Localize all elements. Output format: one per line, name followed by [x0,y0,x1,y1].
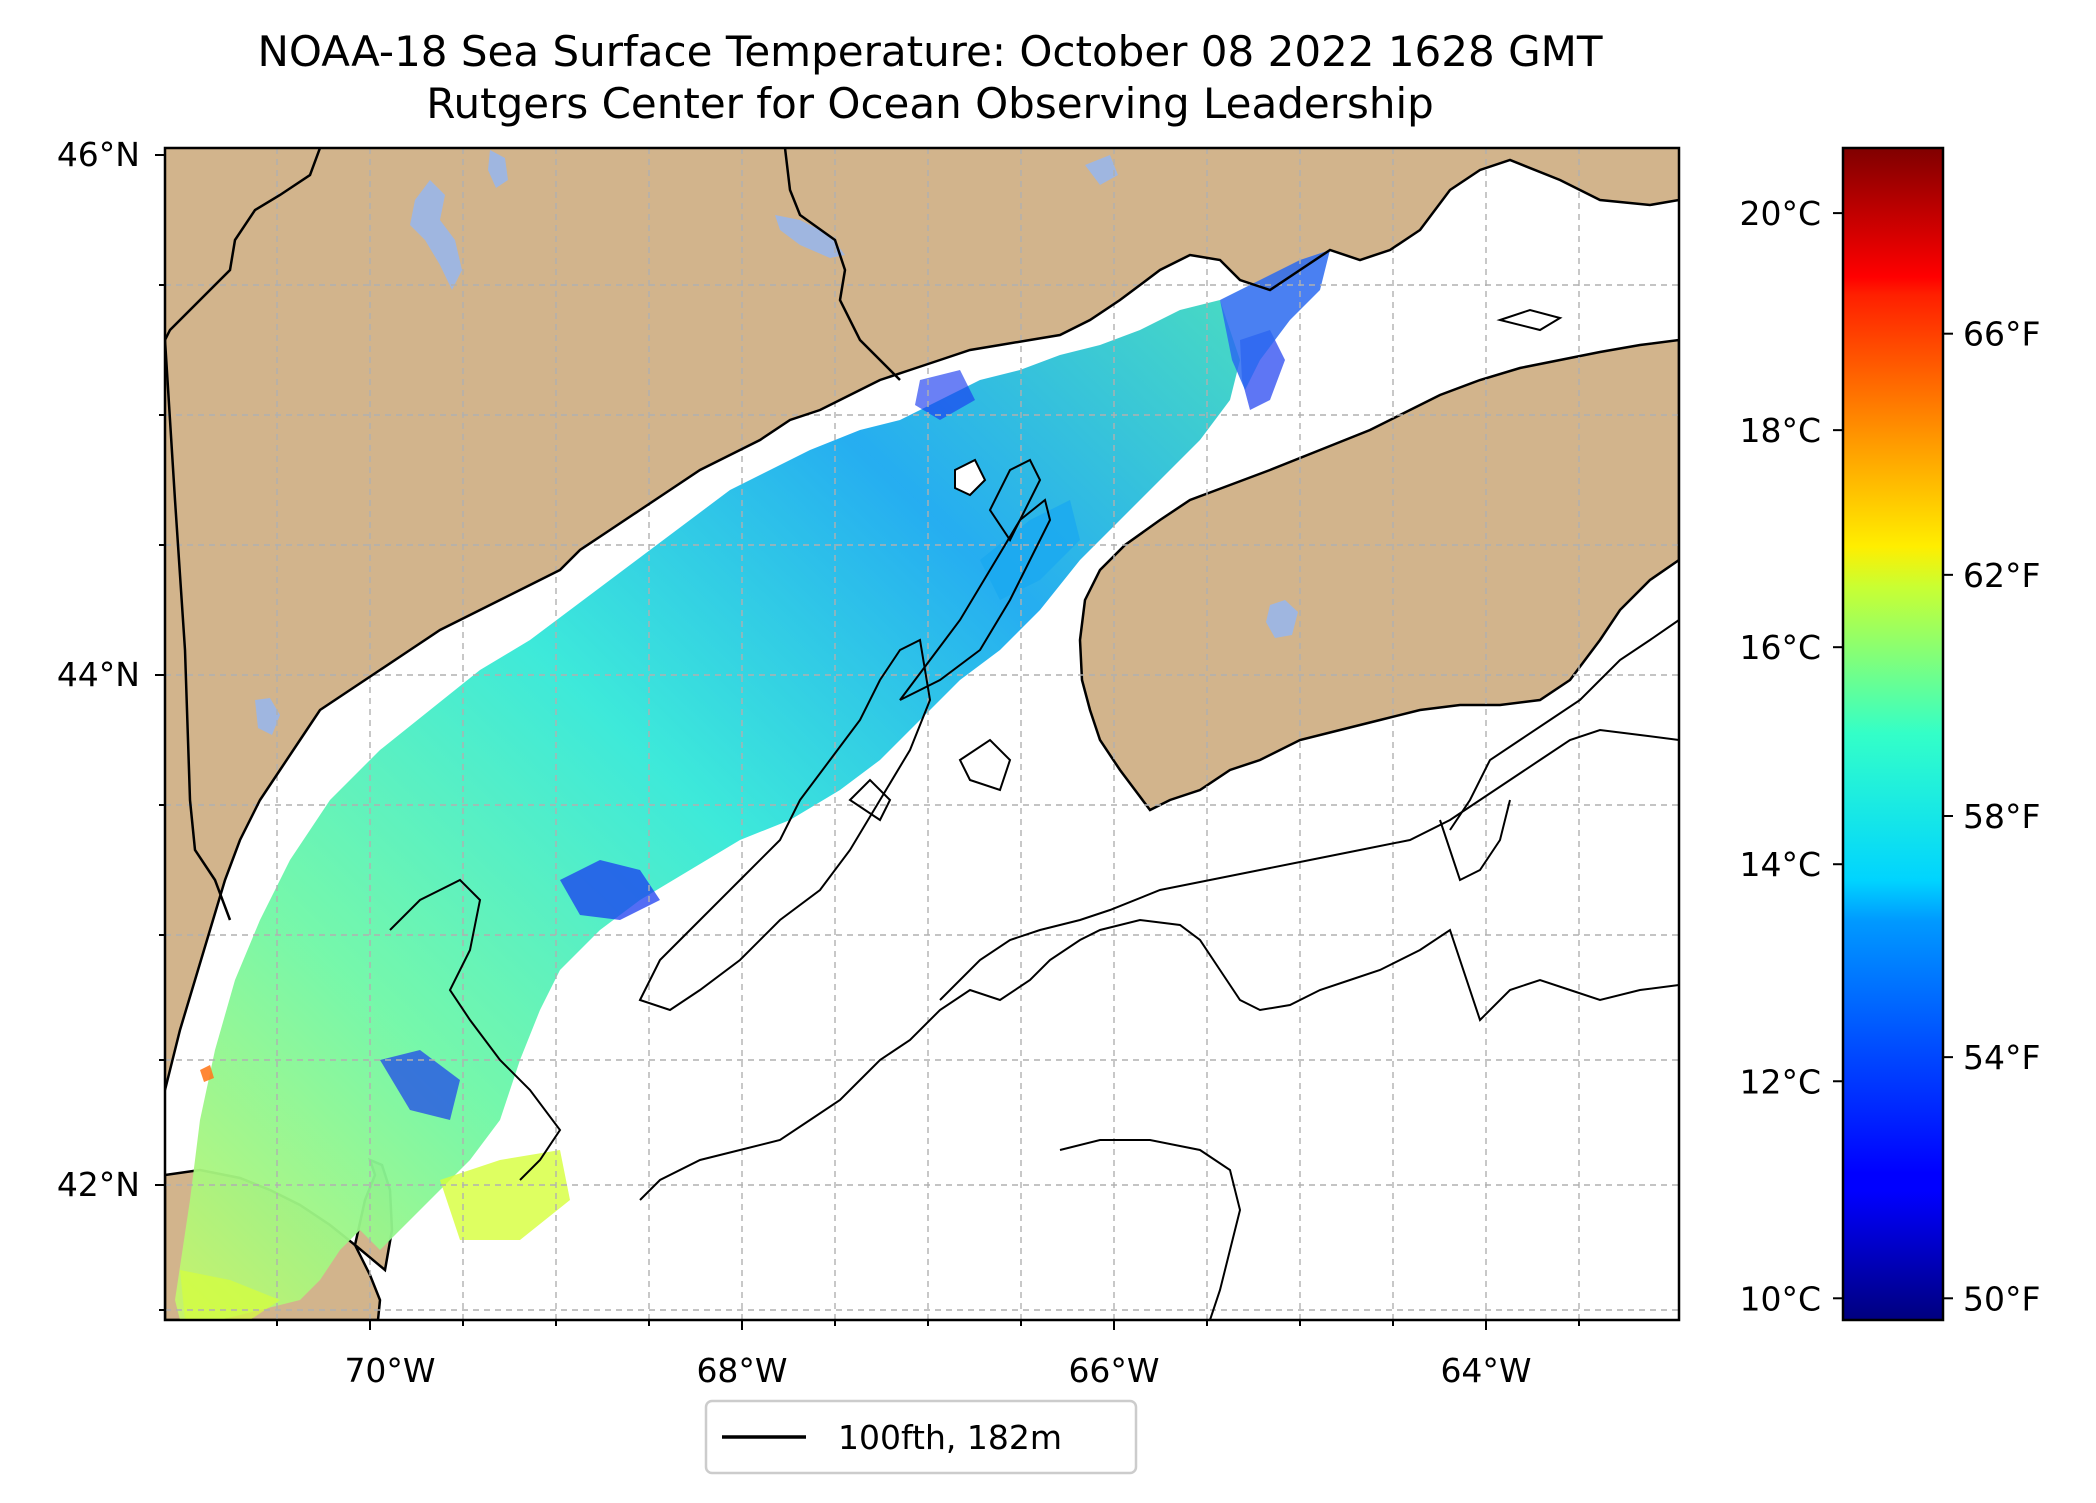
lake [488,150,508,188]
colorbar-fahrenheit-label: 62°F [1963,556,2040,595]
border-line [783,148,901,381]
land-nova-scotia [1078,338,1679,812]
colorbar-gradient [1841,146,1945,1322]
colorbar-celsius-label: 16°C [1739,628,1821,667]
lat-label-44n: 44°N [57,655,140,694]
colorbar-fahrenheit-label: 50°F [1963,1279,2040,1318]
colorbar-fahrenheit-label: 58°F [1963,797,2040,836]
sst-warm-patch [200,1065,214,1082]
map-frame [163,146,1681,1322]
colorbar-celsius-label: 20°C [1739,194,1821,233]
legend: 100fth, 182m [704,1399,1138,1475]
lake [1266,600,1298,638]
lon-ticks [276,1320,1580,1330]
map-panel [165,148,1679,1320]
sst-cool-patch [380,1050,460,1120]
colorbar: 20°C 18°C 16°C 14°C 12°C 10°C 66°F 62°F … [1739,146,2040,1322]
colorbar-fahrenheit-label: 54°F [1963,1038,2040,1077]
chart-subtitle: Rutgers Center for Ocean Observing Leade… [426,79,1434,128]
lat-ticks [155,154,165,1311]
islands [954,308,1563,497]
colorbar-celsius-label: 12°C [1739,1062,1821,1101]
lake [255,698,280,735]
border-line [165,339,232,921]
lat-label-42n: 42°N [57,1165,140,1204]
border-line [165,148,322,341]
coastline [165,158,1679,1091]
lake [775,215,845,258]
lat-label-46n: 46°N [57,135,140,174]
legend-label: 100fth, 182m [838,1418,1062,1457]
legend-box [704,1399,1138,1475]
lon-label-70w: 70°W [344,1351,435,1390]
lon-label-66w: 66°W [1068,1351,1159,1390]
isobath-100fth [389,458,1679,1320]
sst-data-swath [175,300,1240,1320]
colorbar-celsius-label: 18°C [1739,411,1821,450]
colorbar-fahrenheit-label: 66°F [1963,315,2040,354]
colorbar-celsius-label: 14°C [1739,845,1821,884]
colorbar-celsius-label: 10°C [1739,1279,1821,1318]
sst-cool-patch [980,500,1080,600]
lake [1085,155,1118,185]
land-mainland [165,148,1679,1090]
lake [410,180,462,290]
lon-label-68w: 68°W [696,1351,787,1390]
sst-warm-patch [180,1270,280,1320]
map-gridlines [165,148,1679,1320]
sst-cool-patch [560,860,660,920]
chart-title: NOAA-18 Sea Surface Temperature: October… [257,27,1603,76]
sst-cool-patch [915,370,975,420]
sst-warm-patch [440,1150,570,1240]
lon-label-64w: 64°W [1440,1351,1531,1390]
